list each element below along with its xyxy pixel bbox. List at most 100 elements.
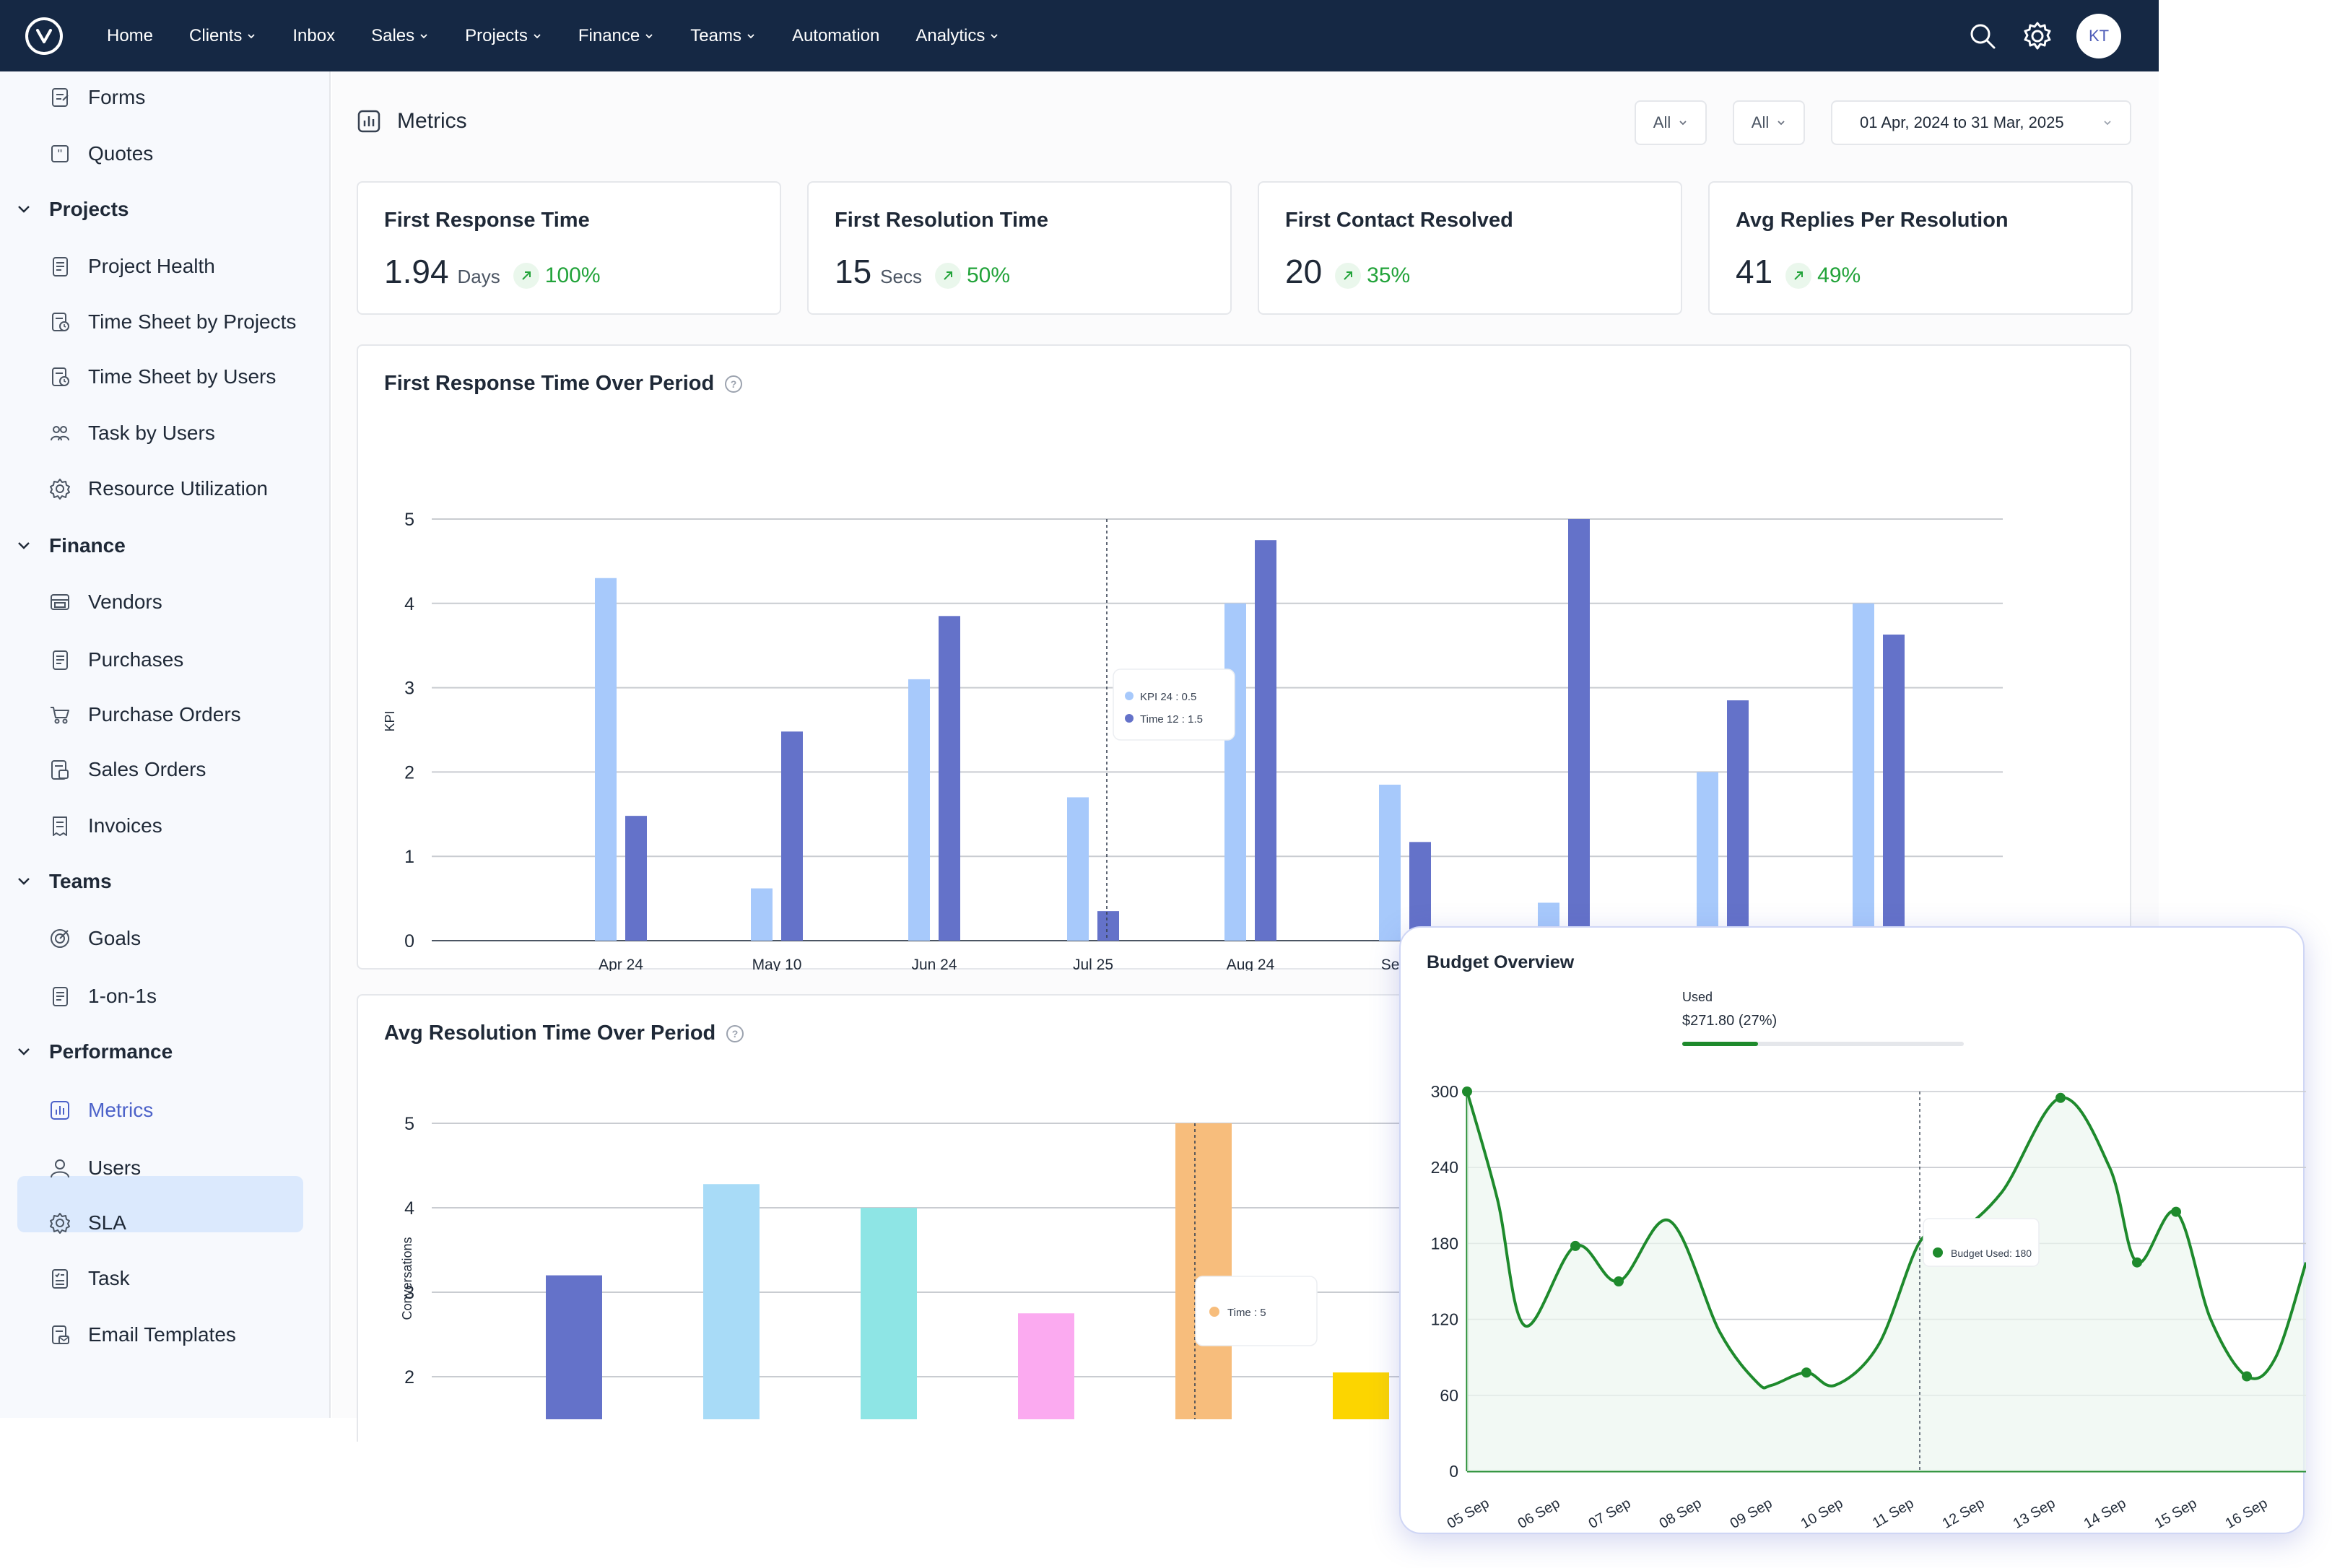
sales-order-icon: [48, 757, 72, 782]
sidebar-item-sla[interactable]: SLA: [48, 1203, 126, 1243]
bar-apr-24-s1[interactable]: [595, 578, 617, 941]
sidebar-item-forms[interactable]: Forms: [48, 77, 145, 118]
bar-dec-27-s2[interactable]: [1883, 635, 1905, 941]
x-tick-label: Jun 24: [911, 957, 957, 971]
sidebar-item-label: Project Health: [88, 255, 215, 277]
filter-dropdown-2[interactable]: All: [1733, 100, 1805, 145]
nav-item-label: Clients: [189, 25, 243, 45]
bar-2[interactable]: [703, 1184, 760, 1419]
search-icon[interactable]: [1968, 22, 1997, 51]
bar-jul-25-s2[interactable]: [1097, 911, 1119, 941]
data-point-1[interactable]: [1462, 1086, 1472, 1097]
sidebar-item-invoices[interactable]: Invoices: [48, 806, 162, 846]
sidebar-item-email-templates[interactable]: Email Templates: [48, 1315, 236, 1355]
nav-item-finance[interactable]: Finance: [578, 26, 654, 46]
bar-nov-26-s1[interactable]: [1697, 772, 1718, 941]
sidebar-item-time-sheet-by-projects[interactable]: Time Sheet by Projects: [48, 302, 296, 342]
nav-item-home[interactable]: Home: [107, 26, 153, 46]
sidebar-item-sales-orders[interactable]: Sales Orders: [48, 749, 206, 790]
help-icon[interactable]: ?: [726, 1024, 744, 1043]
bar-4[interactable]: [1018, 1313, 1074, 1419]
sidebar-item-task[interactable]: Task: [48, 1258, 130, 1299]
sidebar-item-resource-utilization[interactable]: Resource Utilization: [48, 469, 268, 509]
nav-item-analytics[interactable]: Analytics: [915, 26, 999, 46]
x-tick-label: Aug 24: [1227, 957, 1275, 971]
sidebar-group-teams[interactable]: Teams: [14, 861, 112, 902]
sidebar-item-project-health[interactable]: Project Health: [48, 246, 215, 287]
bar-sep-15-s2[interactable]: [1409, 842, 1431, 941]
y-tick-label: 60: [1440, 1386, 1458, 1405]
chevron-down-icon: [1778, 121, 1785, 126]
y-tick-label: 3: [404, 679, 414, 699]
bar-dec-27-s1[interactable]: [1853, 603, 1874, 941]
data-point-6[interactable]: [2055, 1092, 2066, 1103]
bar-jul-25-s1[interactable]: [1067, 797, 1089, 941]
kpi-value-row: 20 35%: [1285, 252, 1410, 291]
nav-item-teams[interactable]: Teams: [690, 26, 756, 46]
chart-tooltip: Time : 5: [1195, 1276, 1318, 1346]
sidebar-group-label: Teams: [49, 870, 112, 892]
bar-apr-24-s2[interactable]: [625, 816, 647, 941]
bar-5[interactable]: [1175, 1123, 1232, 1419]
help-icon[interactable]: ?: [724, 375, 743, 393]
tooltip-legend-dot: [1125, 692, 1134, 700]
sidebar-item-1-on-1s[interactable]: 1-on-1s: [48, 976, 157, 1016]
sidebar-item-goals[interactable]: Goals: [48, 918, 141, 959]
bar-jun-24-s2[interactable]: [939, 616, 960, 941]
sidebar-item-task-by-users[interactable]: Task by Users: [48, 413, 215, 453]
chevron-down-icon: [534, 33, 541, 38]
nav-item-automation[interactable]: Automation: [792, 26, 879, 46]
data-point-2[interactable]: [1570, 1240, 1580, 1251]
nav-actions: KT: [1942, 0, 2159, 71]
data-point-9[interactable]: [2242, 1371, 2252, 1382]
data-point-7[interactable]: [2132, 1257, 2142, 1268]
filter-dropdown-1[interactable]: All: [1635, 100, 1707, 145]
bar-6[interactable]: [1333, 1372, 1389, 1419]
bar-3[interactable]: [861, 1208, 917, 1419]
chevron-down-icon: [991, 33, 999, 38]
sidebar-item-purchase-orders[interactable]: Purchase Orders: [48, 694, 241, 735]
sidebar-item-metrics[interactable]: Metrics: [48, 1090, 153, 1131]
budget-progress-bar: [1682, 1042, 1964, 1046]
tooltip-legend-dot: [1933, 1247, 1943, 1258]
sidebar-item-vendors[interactable]: Vendors: [48, 582, 162, 622]
y-tick-label: 120: [1431, 1310, 1458, 1329]
nav-item-inbox[interactable]: Inbox: [292, 26, 335, 46]
app-logo[interactable]: [25, 17, 63, 55]
bar-aug-24-s2[interactable]: [1255, 540, 1276, 941]
sidebar-item-label: Goals: [88, 927, 142, 949]
page-title-text: Metrics: [397, 109, 467, 133]
bar-sep-15-s1[interactable]: [1379, 784, 1401, 941]
bar-1[interactable]: [546, 1275, 602, 1419]
sidebar-item-users[interactable]: Users: [48, 1148, 141, 1188]
data-point-4[interactable]: [1801, 1367, 1811, 1378]
bar-may-10-s2[interactable]: [781, 731, 803, 941]
kpi-trend-value: 49%: [1817, 263, 1861, 287]
nav-item-sales[interactable]: Sales: [371, 26, 429, 46]
sidebar-item-purchases[interactable]: Purchases: [48, 640, 183, 680]
sidebar-group-label: Performance: [49, 1040, 173, 1063]
y-axis-label: Conversations: [400, 1237, 414, 1320]
nav-item-projects[interactable]: Projects: [465, 26, 542, 46]
bar-nov-26-s2[interactable]: [1727, 700, 1749, 941]
sidebar-item-label: Time Sheet by Projects: [88, 310, 297, 333]
bar-oct-28-s2[interactable]: [1568, 519, 1590, 941]
data-point-8[interactable]: [2171, 1206, 2181, 1217]
user-avatar[interactable]: KT: [2076, 14, 2121, 58]
timesheet-icon: [48, 310, 72, 334]
sidebar-group-finance[interactable]: Finance: [14, 526, 126, 566]
bar-aug-24-s1[interactable]: [1224, 603, 1246, 941]
kpi-title: Avg Replies Per Resolution: [1736, 209, 2009, 232]
data-point-3[interactable]: [1614, 1276, 1624, 1286]
svg-text:": ": [58, 147, 62, 162]
bar-jun-24-s1[interactable]: [908, 679, 930, 941]
nav-item-clients[interactable]: Clients: [189, 26, 256, 46]
sidebar-item-quotes[interactable]: " Quotes: [48, 134, 153, 174]
sidebar-group-performance[interactable]: Performance: [14, 1032, 173, 1072]
sidebar-group-projects[interactable]: Projects: [14, 189, 129, 230]
bar-may-10-s1[interactable]: [751, 888, 773, 941]
sidebar-item-time-sheet-by-users[interactable]: Time Sheet by Users: [48, 357, 276, 397]
date-range-picker[interactable]: 01 Apr, 2024 to 31 Mar, 2025: [1831, 100, 2131, 145]
settings-gear-icon[interactable]: [2022, 20, 2053, 52]
email-template-icon: [48, 1323, 72, 1347]
